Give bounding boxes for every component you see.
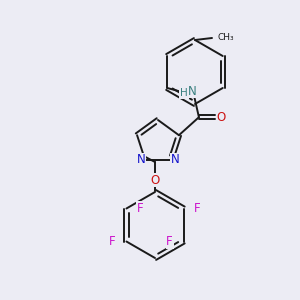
Text: F: F [194, 202, 201, 215]
Text: F: F [166, 235, 173, 248]
Text: F: F [109, 235, 116, 248]
Text: O: O [150, 173, 160, 187]
Text: N: N [188, 85, 196, 98]
Text: F: F [137, 202, 144, 215]
Text: H: H [180, 88, 188, 98]
Text: N: N [137, 153, 146, 166]
Text: O: O [216, 111, 226, 124]
Text: N: N [171, 153, 179, 166]
Text: CH₃: CH₃ [218, 34, 235, 43]
